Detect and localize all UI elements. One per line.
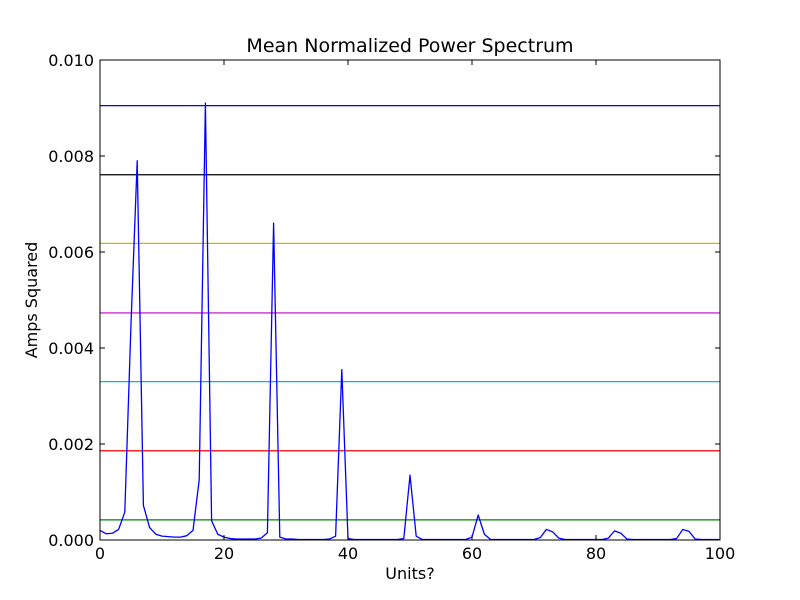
x-axis-ticks: 0 20 40 60 80 100	[95, 60, 735, 563]
x-tick-label: 20	[214, 544, 234, 563]
y-axis-label: Amps Squared	[22, 242, 41, 359]
series-layer	[99, 102, 720, 541]
y-tick-label: 0.000	[48, 531, 94, 550]
x-axis-label: Units?	[385, 564, 434, 583]
x-tick-label: 60	[462, 544, 482, 563]
chart-title: Mean Normalized Power Spectrum	[246, 35, 573, 57]
plot-area	[100, 60, 720, 540]
x-tick-label: 100	[705, 544, 736, 563]
y-tick-label: 0.008	[48, 147, 94, 166]
y-axis-ticks: 0.000 0.002 0.004 0.006 0.008 0.010	[48, 51, 720, 550]
series-line-1	[99, 102, 720, 541]
x-tick-label: 40	[338, 544, 358, 563]
x-tick-label: 80	[586, 544, 606, 563]
y-tick-label: 0.006	[48, 243, 94, 262]
plot-frame	[99, 59, 721, 541]
y-tick-label: 0.010	[48, 51, 94, 70]
y-tick-label: 0.002	[48, 435, 94, 454]
y-tick-label: 0.004	[48, 339, 94, 358]
x-tick-label: 0	[95, 544, 105, 563]
